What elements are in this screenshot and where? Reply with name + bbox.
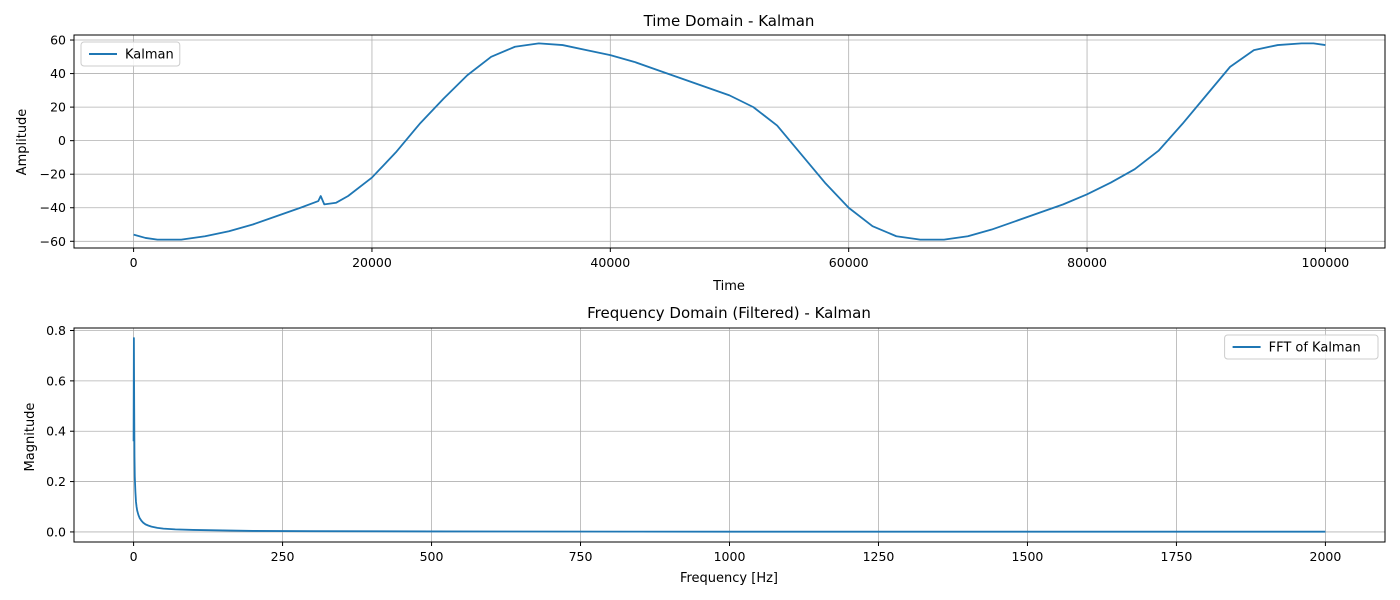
series-line <box>132 337 1326 533</box>
frequency-domain-axes: Frequency Domain (Filtered) - Kalman Fre… <box>23 304 1386 586</box>
frequency-domain-ylabel: Magnitude <box>23 403 38 472</box>
time-domain-axes: Time Domain - Kalman Time Amplitude 0 200… <box>15 12 1386 294</box>
y-tick-label: −40 <box>40 200 66 215</box>
x-tick-label: 500 <box>420 549 444 564</box>
y-tick-label: 40 <box>50 66 66 81</box>
x-tick-label: 750 <box>569 549 593 564</box>
y-tick-label: 0.2 <box>46 474 66 489</box>
legend: FFT of Kalman <box>1224 334 1379 360</box>
time-domain-ylabel: Amplitude <box>15 109 30 176</box>
y-tick-label: 0.6 <box>46 373 66 388</box>
legend-box <box>1224 334 1379 360</box>
x-tick-label: 20000 <box>352 255 392 270</box>
frequency-domain-xlabel: Frequency [Hz] <box>680 571 778 586</box>
x-tick-label: 80000 <box>1067 255 1107 270</box>
x-tick-label: 1500 <box>1012 549 1044 564</box>
x-tick-label: 2000 <box>1310 549 1342 564</box>
y-tick-label: −60 <box>40 234 66 249</box>
legend-box <box>80 41 181 67</box>
x-tick-label: 60000 <box>829 255 869 270</box>
x-tick-label: 1250 <box>863 549 895 564</box>
x-tick-label: 1000 <box>714 549 746 564</box>
y-tick-label: 0.0 <box>46 524 66 539</box>
frequency-domain-title: Frequency Domain (Filtered) - Kalman <box>587 304 871 322</box>
x-tick-label: 100000 <box>1302 255 1350 270</box>
y-tick-label: 0.4 <box>46 424 66 439</box>
y-tick-label: −20 <box>40 167 66 182</box>
y-tick-label: 20 <box>50 100 66 115</box>
y-tick-label: 0.8 <box>46 323 66 338</box>
y-tick-label: 60 <box>50 33 66 48</box>
time-domain-title: Time Domain - Kalman <box>643 12 815 30</box>
x-tick-label: 0 <box>130 255 138 270</box>
series-line <box>133 42 1326 241</box>
x-tick-label: 40000 <box>590 255 630 270</box>
x-tick-label: 0 <box>130 549 138 564</box>
legend-label: Kalman <box>125 48 174 63</box>
x-tick-label: 250 <box>271 549 295 564</box>
axes-frame <box>73 34 1386 249</box>
legend-label: FFT of Kalman <box>1269 341 1361 356</box>
y-tick-label: 0 <box>58 133 66 148</box>
time-domain-xlabel: Time <box>712 279 745 294</box>
x-tick-label: 1750 <box>1161 549 1193 564</box>
legend: Kalman <box>80 41 181 67</box>
